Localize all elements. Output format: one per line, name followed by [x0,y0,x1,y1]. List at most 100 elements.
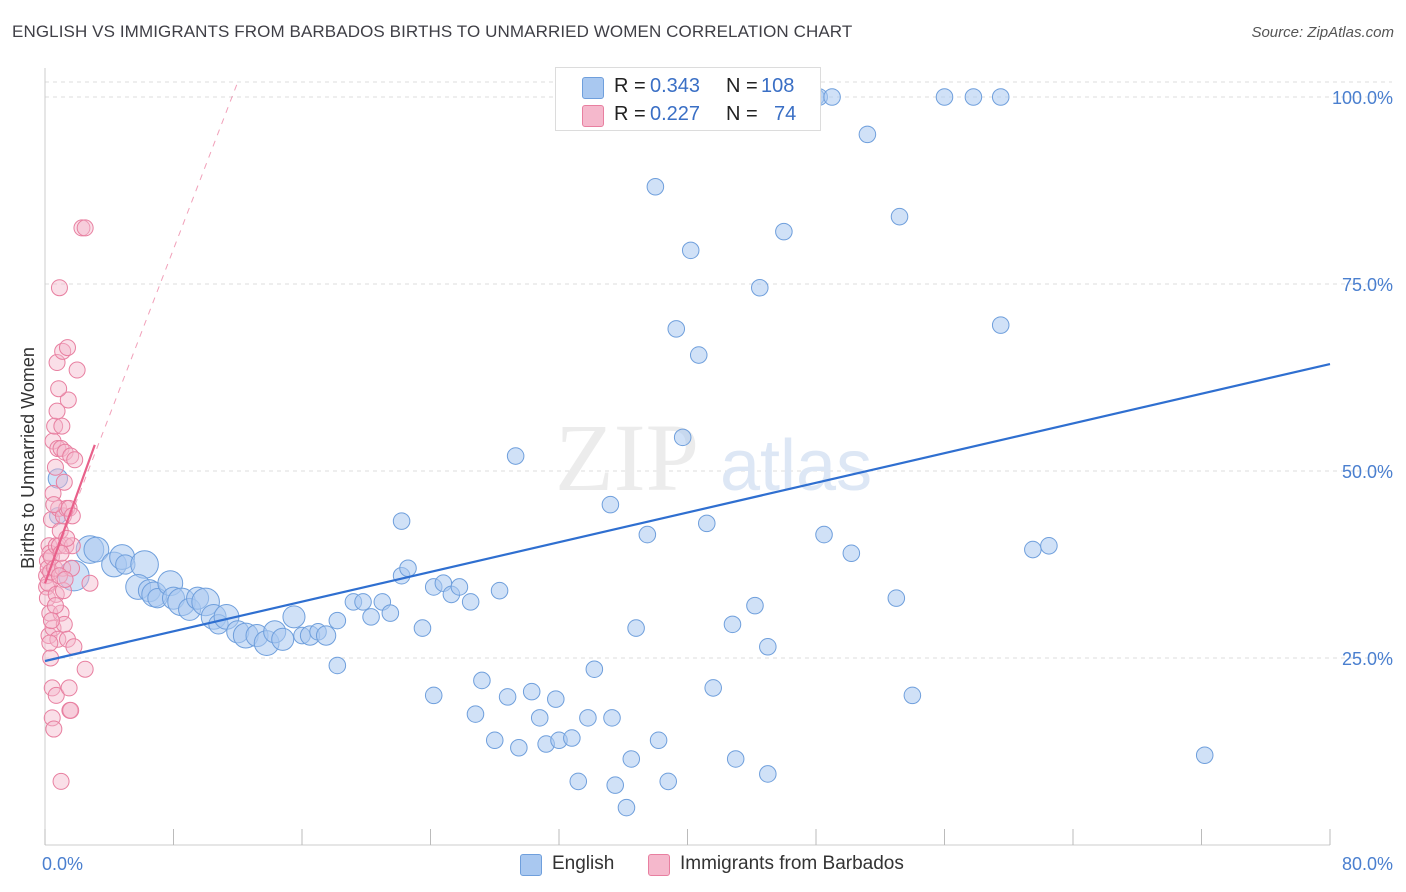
english-point [522,682,541,701]
english-point [759,765,777,783]
english-point [746,596,764,615]
english-point [506,447,525,465]
x-tick-labels: 0.0% 80.0% [42,854,1393,874]
english-point [450,578,469,596]
english-swatch [520,854,542,876]
english-point [890,207,909,226]
trend-lines [43,81,1331,663]
english-point [704,679,722,697]
english-trend-line [44,362,1331,663]
barbados-point [66,451,84,469]
english-point [1040,537,1058,555]
watermark: ZIP atlas [555,404,872,511]
english-point [627,619,645,637]
english-point [887,589,906,607]
english-point [271,627,295,651]
y-tick-label: 75.0% [1342,275,1393,295]
english-point [328,611,347,630]
english-point [991,316,1010,334]
y-tick-labels: 25.0% 50.0% 75.0% 100.0% [1332,88,1393,669]
barbados-point [46,417,64,435]
legend-n-value: 108 [761,75,795,97]
english-point [466,705,485,723]
english-point [490,581,509,600]
barbados-point [45,720,63,738]
barbados-point [81,574,99,592]
barbados-trend-line [43,444,96,584]
barbados-point [52,772,70,790]
y-tick-label: 50.0% [1342,462,1393,482]
english-point [498,688,517,706]
english-point [547,690,565,708]
english-series [47,88,1214,817]
watermark-atlas: atlas [720,426,872,506]
english-point [585,660,604,678]
english-point [328,656,347,675]
legend-r-value: 0.343 [650,75,701,97]
english-point [603,709,621,727]
english-point [617,798,636,817]
barbados-point [55,473,73,491]
barbados-point [46,597,64,615]
legend-r-label: R = [614,103,646,125]
barbados-point [45,496,63,514]
english-point [563,729,581,747]
english-point [413,619,432,637]
barbados-point [58,339,76,357]
barbados-trend-extension [44,81,239,584]
english-point [823,88,841,106]
english-swatch [582,77,604,99]
chart-title: ENGLISH VS IMMIGRANTS FROM BARBADOS BIRT… [12,22,853,41]
barbados-point [42,612,60,630]
english-point [1195,746,1214,765]
english-point [751,278,769,297]
english-point [362,608,380,626]
english-point [381,604,400,622]
english-point [681,241,700,260]
english-point [530,709,549,727]
english-point [646,177,665,196]
barbados-point [49,630,67,648]
english-point [842,544,861,563]
english-point [130,550,159,579]
english-point [991,88,1010,106]
barbados-point [50,279,68,297]
barbados-point [47,686,65,704]
barbados-point [46,458,64,476]
english-point [83,536,110,563]
english-point [392,512,411,530]
english-point [638,525,657,544]
barbados-point [62,701,80,719]
english-point [399,559,417,578]
english-point [697,514,716,533]
english-point [726,750,745,768]
y-axis-label: Births to Unmarried Women [18,347,38,569]
english-point [667,320,686,338]
gridlines [45,81,1392,659]
barbados-point [48,354,66,372]
barbados-swatch [648,854,670,876]
english-point [935,88,954,106]
barbados-series [38,219,99,790]
english-point [473,671,491,690]
barbados-point [68,361,86,379]
barbados-point [76,660,94,678]
english-point [649,731,668,750]
english-point [569,772,588,791]
legend-english-label: English [552,853,615,874]
barbados-point [56,570,74,588]
correlation-legend: R = 0.343 N = 108 R = 0.227 N = 74 [555,67,821,131]
barbados-point [41,634,59,652]
english-point [354,593,372,611]
x-tick-label: 0.0% [42,854,83,874]
barbados-point [59,391,77,409]
english-point [601,495,620,514]
y-tick-label: 25.0% [1342,649,1393,669]
legend-row-english: R = 0.343 N = 108 [556,73,820,101]
legend-row-barbados: R = 0.227 N = 74 [556,101,820,129]
legend-r-label: R = [614,75,646,97]
barbados-point [53,417,71,435]
english-point [579,709,597,727]
english-point [510,738,528,757]
barbados-point [60,679,78,697]
